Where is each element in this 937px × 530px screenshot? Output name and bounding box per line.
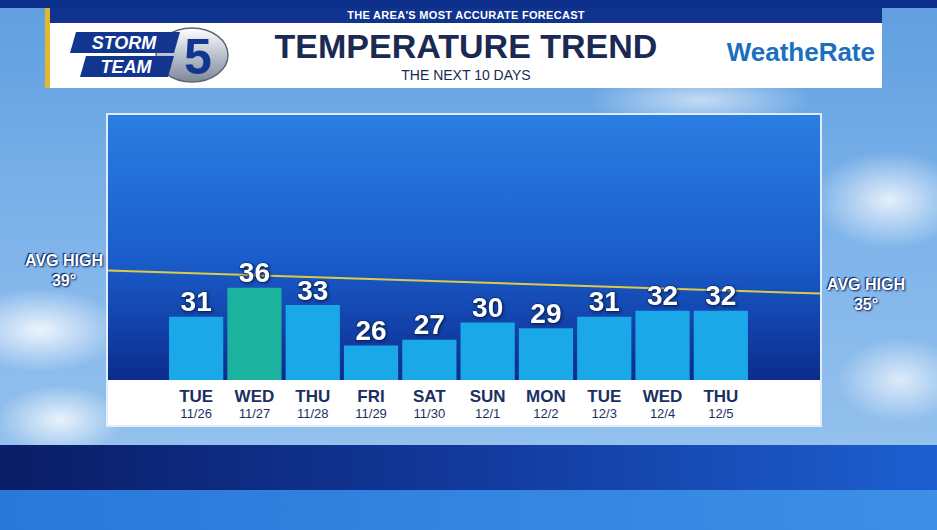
svg-text:WED: WED bbox=[643, 387, 683, 406]
html-text:AVG HIGH: AVG HIGH bbox=[827, 276, 905, 293]
svg-text:11/27: 11/27 bbox=[239, 406, 271, 421]
html-text:WeatheRate: WeatheRate bbox=[726, 37, 875, 67]
svg-text:FRI: FRI bbox=[357, 387, 384, 406]
svg-text:TUE: TUE bbox=[587, 387, 621, 406]
svg-text:5: 5 bbox=[184, 29, 212, 84]
svg-text:TEAM: TEAM bbox=[101, 57, 153, 77]
svg-text:SUN: SUN bbox=[470, 387, 506, 406]
svg-text:SAT: SAT bbox=[413, 387, 446, 406]
svg-text:36: 36 bbox=[239, 257, 270, 288]
svg-text:29: 29 bbox=[530, 298, 561, 329]
svg-text:WED: WED bbox=[235, 387, 275, 406]
html-text:39°: 39° bbox=[51, 272, 77, 289]
svg-text:12/4: 12/4 bbox=[650, 406, 675, 421]
svg-text:THU: THU bbox=[295, 387, 330, 406]
svg-text:12/1: 12/1 bbox=[475, 406, 500, 421]
svg-text:STORM: STORM bbox=[92, 33, 158, 53]
svg-text:31: 31 bbox=[181, 286, 212, 317]
html-text:THE NEXT 10 DAYS: THE NEXT 10 DAYS bbox=[401, 67, 531, 83]
html-text:THE AREA'S MOST ACCURATE FOREC: THE AREA'S MOST ACCURATE FORECAST bbox=[347, 9, 585, 21]
html-text:35°: 35° bbox=[853, 296, 879, 313]
svg-text:11/30: 11/30 bbox=[414, 406, 446, 421]
svg-text:12/5: 12/5 bbox=[708, 406, 733, 421]
svg-text:32: 32 bbox=[705, 280, 736, 311]
svg-text:11/29: 11/29 bbox=[355, 406, 387, 421]
svg-text:27: 27 bbox=[414, 309, 445, 340]
svg-text:12/2: 12/2 bbox=[533, 406, 558, 421]
svg-text:MON: MON bbox=[526, 387, 566, 406]
svg-text:11/26: 11/26 bbox=[180, 406, 212, 421]
svg-text:32: 32 bbox=[647, 280, 678, 311]
html-text:TEMPERATURE TREND: TEMPERATURE TREND bbox=[274, 27, 658, 65]
html-text:AVG HIGH: AVG HIGH bbox=[25, 252, 103, 269]
svg-text:12/3: 12/3 bbox=[592, 406, 617, 421]
svg-text:31: 31 bbox=[589, 286, 620, 317]
svg-text:26: 26 bbox=[355, 315, 386, 346]
svg-text:THU: THU bbox=[703, 387, 738, 406]
svg-text:30: 30 bbox=[472, 292, 503, 323]
svg-text:11/28: 11/28 bbox=[297, 406, 329, 421]
svg-text:33: 33 bbox=[297, 275, 328, 306]
svg-text:TUE: TUE bbox=[179, 387, 213, 406]
